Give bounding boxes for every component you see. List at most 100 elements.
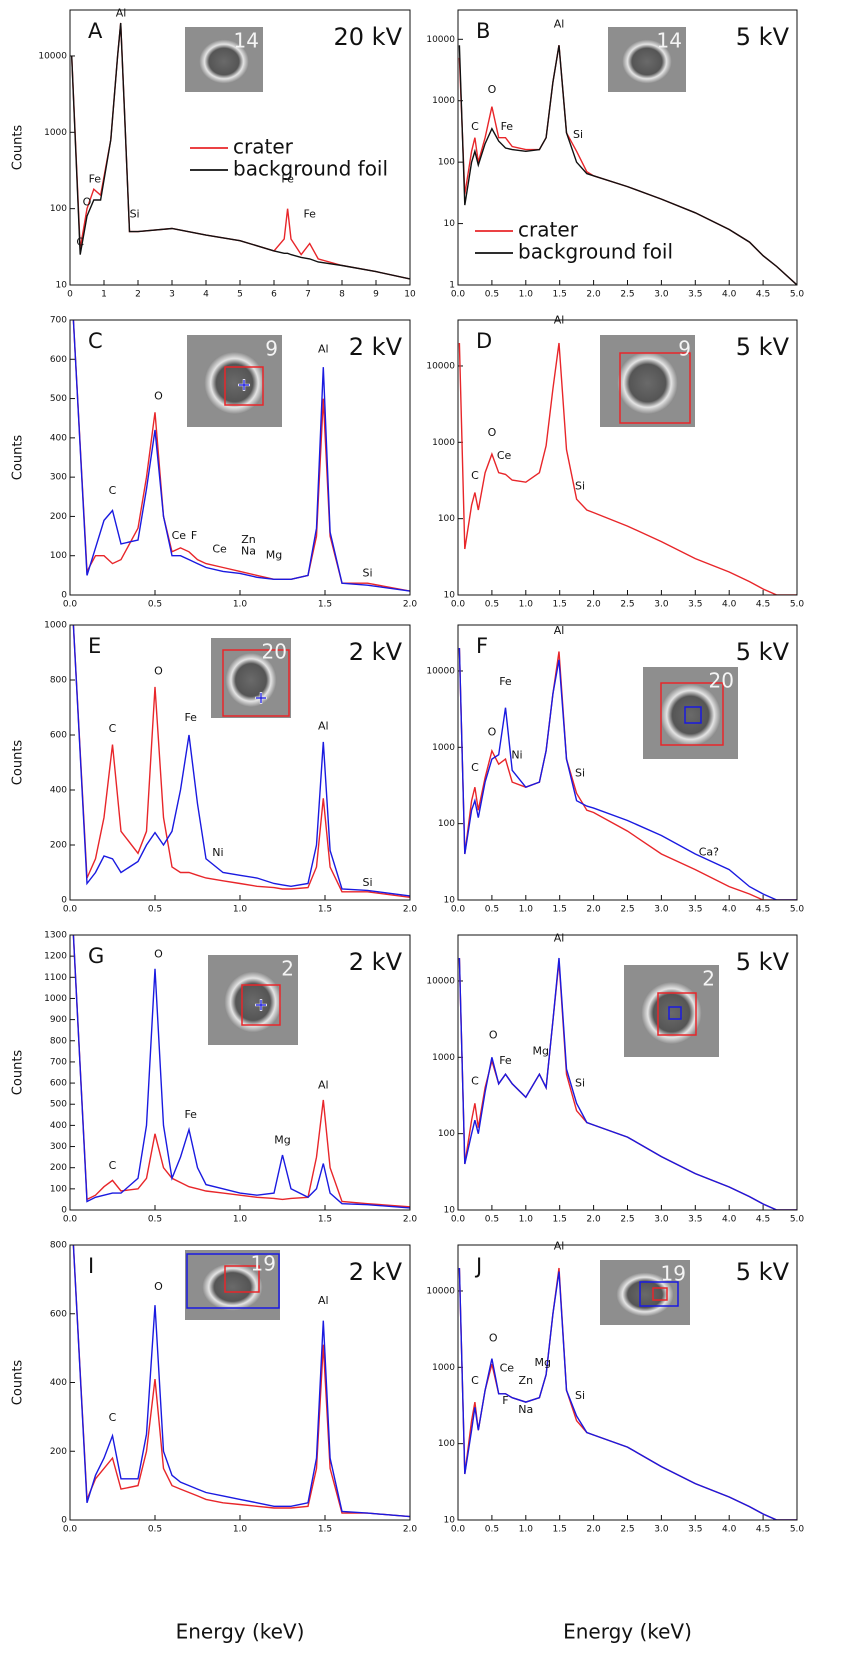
peak-label: Al bbox=[318, 1079, 329, 1092]
inset-number: 19 bbox=[661, 1262, 686, 1286]
x-tick-label: 5.0 bbox=[790, 290, 805, 300]
x-tick-label: 5.0 bbox=[790, 1525, 805, 1535]
spectrum-line bbox=[72, 320, 410, 592]
peak-label: Si bbox=[362, 566, 372, 579]
y-tick-label: 200 bbox=[50, 1447, 67, 1457]
spectrum-line bbox=[72, 625, 410, 898]
x-tick-label: 1.0 bbox=[233, 905, 248, 915]
inset-number: 2 bbox=[702, 967, 715, 991]
peak-label: Mg bbox=[535, 1356, 551, 1369]
x-tick-label: 2.5 bbox=[620, 600, 634, 610]
voltage-label: 20 kV bbox=[334, 23, 403, 51]
y-tick-label: 600 bbox=[50, 731, 67, 741]
y-tick-label: 100 bbox=[50, 1184, 67, 1194]
peak-label: Ce bbox=[172, 529, 187, 542]
peak-label: Fe bbox=[89, 173, 102, 186]
peak-label: O bbox=[488, 426, 497, 439]
x-tick-label: 1.0 bbox=[519, 905, 534, 915]
x-tick-label: 2.5 bbox=[620, 905, 634, 915]
spectrum-line bbox=[458, 647, 797, 900]
inset-box bbox=[224, 1265, 260, 1293]
peak-label: Al bbox=[554, 1239, 565, 1252]
x-tick-label: 2.5 bbox=[620, 1525, 634, 1535]
legend-label: crater bbox=[518, 218, 579, 242]
peak-label: Al bbox=[116, 7, 127, 20]
y-tick-label: 1200 bbox=[44, 952, 67, 962]
x-tick-label: 3 bbox=[169, 290, 175, 300]
x-tick-label: 1.5 bbox=[318, 905, 332, 915]
inset-crater bbox=[225, 652, 277, 708]
peak-label: Na bbox=[518, 1403, 533, 1416]
peak-label: O bbox=[154, 390, 163, 403]
x-tick-label: 0.5 bbox=[485, 600, 499, 610]
y-axis-title: Counts bbox=[11, 125, 26, 171]
peak-label: Si bbox=[575, 766, 585, 779]
panel-letter: J bbox=[474, 1254, 482, 1278]
spectrum-line bbox=[72, 625, 410, 897]
peak-label: C bbox=[109, 1411, 117, 1424]
x-tick-label: 1.5 bbox=[553, 600, 567, 610]
inset-number: 9 bbox=[265, 337, 278, 361]
peak-label: Al bbox=[554, 313, 565, 326]
inset-number: 14 bbox=[234, 29, 259, 53]
panel-letter: B bbox=[476, 19, 490, 43]
panel: 0.0 0.5 1.0 1.5 2.0 2.5 3.0 3.5 4.0 4.5 5.0 10 100 10… bbox=[426, 932, 804, 1225]
peak-label: Fe bbox=[184, 711, 197, 724]
peak-label: Zn bbox=[241, 533, 256, 546]
inset-number: 20 bbox=[262, 640, 287, 664]
spectrum-line bbox=[458, 45, 797, 285]
y-tick-label: 10 bbox=[444, 591, 456, 601]
y-tick-label: 0 bbox=[61, 896, 67, 906]
x-tick-label: 5.0 bbox=[790, 905, 805, 915]
y-tick-label: 10000 bbox=[426, 35, 455, 45]
inset-box bbox=[684, 706, 702, 724]
peak-label: O bbox=[154, 947, 163, 960]
peak-label: Ni bbox=[212, 846, 223, 859]
peak-label: C bbox=[76, 236, 84, 249]
panel-letter: A bbox=[88, 19, 103, 43]
y-axis-title: Counts bbox=[11, 435, 26, 481]
y-tick-label: 600 bbox=[50, 1079, 67, 1089]
plot-frame bbox=[457, 624, 798, 901]
panel: 0 1 2 3 4 5 6 7 8 9 10 10 100 1000 10000 Al Fe O C Si Fe Fe A 2… bbox=[11, 7, 416, 300]
spectrum-line bbox=[458, 1267, 797, 1520]
x-tick-label: 10 bbox=[404, 290, 416, 300]
x-tick-label: 1.0 bbox=[233, 1215, 248, 1225]
plot-frame bbox=[69, 9, 411, 286]
inset-cross bbox=[256, 1000, 266, 1010]
y-tick-label: 300 bbox=[50, 473, 67, 483]
peak-label: Al bbox=[554, 932, 565, 945]
x-tick-label: 0.5 bbox=[148, 1215, 162, 1225]
y-tick-label: 1000 bbox=[432, 743, 455, 753]
plot-frame bbox=[457, 9, 798, 286]
peak-label: Fe bbox=[501, 120, 514, 133]
peak-label: Fe bbox=[499, 675, 512, 688]
y-tick-label: 100 bbox=[50, 551, 67, 561]
x-tick-label: 1.0 bbox=[519, 290, 534, 300]
x-tick-label: 5 bbox=[237, 290, 243, 300]
x-tick-label: 4.5 bbox=[756, 600, 770, 610]
peak-label: C bbox=[471, 761, 479, 774]
x-tick-label: 4.5 bbox=[756, 290, 770, 300]
y-tick-label: 100 bbox=[438, 819, 455, 829]
plot-frame bbox=[457, 1244, 798, 1521]
peak-label: Al bbox=[318, 342, 329, 355]
y-tick-label: 400 bbox=[50, 786, 67, 796]
voltage-label: 5 kV bbox=[736, 23, 790, 51]
panel-letter: D bbox=[476, 329, 492, 353]
spectrum-line bbox=[71, 22, 410, 280]
x-tick-label: 3.0 bbox=[654, 1525, 669, 1535]
x-tick-label: 1.5 bbox=[553, 290, 567, 300]
y-tick-label: 1 bbox=[449, 281, 455, 291]
x-tick-label: 0 bbox=[67, 290, 73, 300]
x-tick-label: 0.5 bbox=[485, 1215, 499, 1225]
x-tick-label: 5.0 bbox=[790, 600, 805, 610]
x-tick-label: 0.5 bbox=[485, 905, 499, 915]
y-tick-label: 700 bbox=[50, 316, 67, 326]
y-tick-label: 400 bbox=[50, 1378, 67, 1388]
x-tick-label: 0.5 bbox=[148, 1525, 162, 1535]
peak-label: F bbox=[502, 1394, 508, 1407]
y-tick-label: 10 bbox=[444, 1206, 456, 1216]
x-tick-label: 1.0 bbox=[233, 600, 248, 610]
x-tick-label: 0.0 bbox=[451, 290, 466, 300]
